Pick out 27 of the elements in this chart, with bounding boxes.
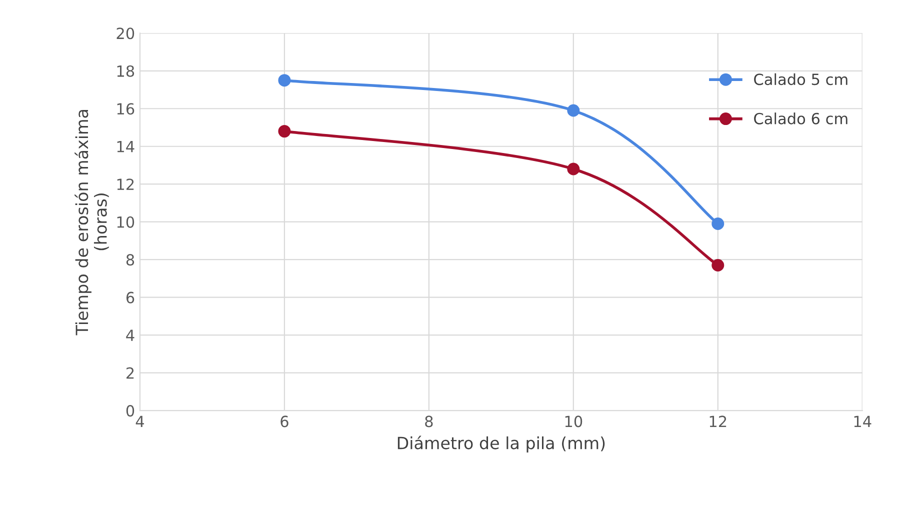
y-tick-label: 20 <box>116 28 134 40</box>
point <box>278 74 291 87</box>
x-tick-label: 10 <box>565 416 582 428</box>
x-tick-label: 14 <box>854 416 872 428</box>
y-tick-label: 12 <box>117 178 134 190</box>
x-tick-label: 8 <box>425 416 433 428</box>
y-tick-label: 10 <box>117 216 134 228</box>
y-tick-label: 16 <box>117 103 134 115</box>
legend-label: Calado 5 cm <box>754 73 848 86</box>
y-tick-label: 0 <box>126 405 134 417</box>
legend-label: Calado 6 cm <box>754 112 848 124</box>
y-tick-label: 2 <box>126 367 134 379</box>
y-tick-label: 6 <box>126 292 134 304</box>
y-tick-label: 14 <box>117 141 134 152</box>
point <box>278 125 291 138</box>
point <box>567 162 580 176</box>
point <box>712 259 724 272</box>
x-tick-label: 12 <box>710 416 726 428</box>
x-axis-title: Diámetro de la pila (mm) <box>398 436 605 453</box>
y-axis-title: Tiempo de erosión máxima (horas) <box>74 110 109 336</box>
point <box>712 217 724 230</box>
y-tick-label: 8 <box>126 254 134 266</box>
x-tick-label: 6 <box>280 416 288 428</box>
y-tick-label: 18 <box>117 65 134 77</box>
y-tick-label: 4 <box>126 330 134 341</box>
point <box>567 104 580 117</box>
x-tick-label: 4 <box>136 416 144 428</box>
